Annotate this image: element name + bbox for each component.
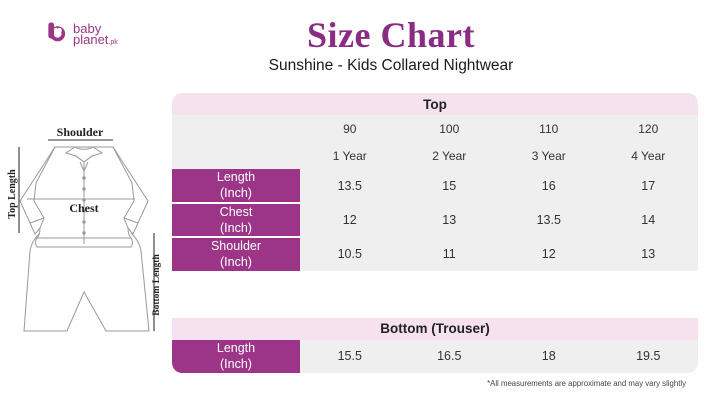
svg-text:Bottom Length: Bottom Length xyxy=(152,254,162,316)
svg-text:Top Length: Top Length xyxy=(7,169,18,219)
svg-text:Chest: Chest xyxy=(69,201,98,215)
svg-text:Shoulder: Shoulder xyxy=(57,125,104,139)
